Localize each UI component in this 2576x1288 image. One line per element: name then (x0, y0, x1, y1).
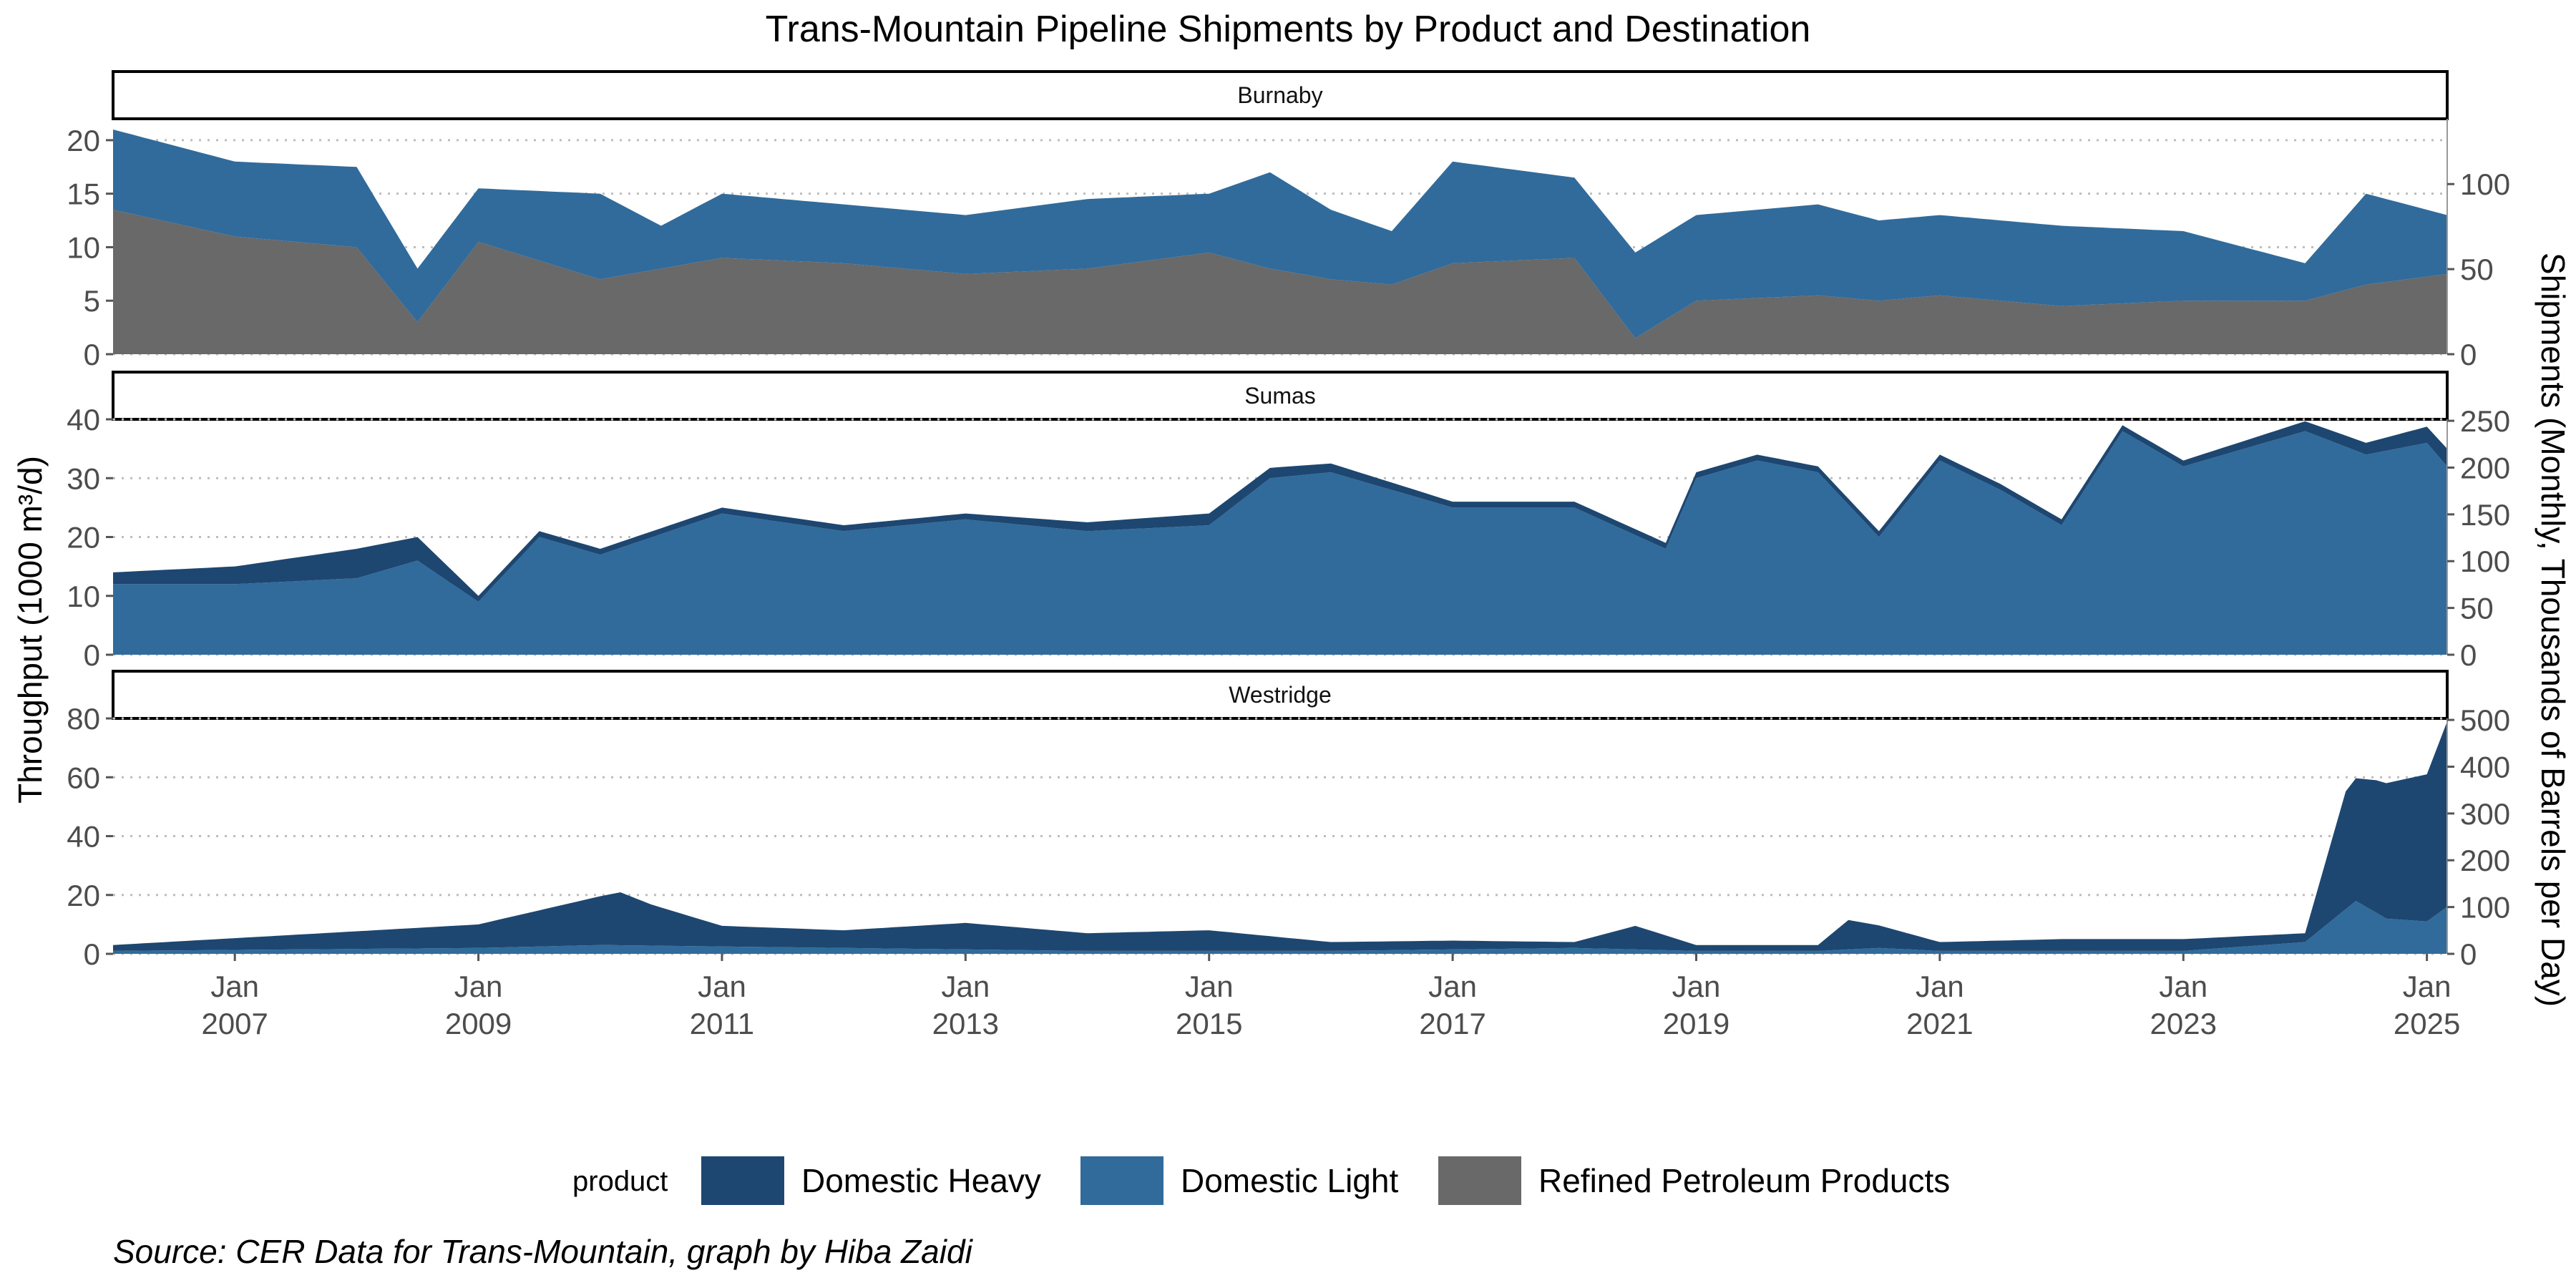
y2-tick-label: 100 (2460, 891, 2510, 924)
y-tick-label: 30 (67, 462, 100, 495)
panel-burnaby: Burnaby 0 5 10 15 20 0 50 100 (67, 70, 2510, 371)
y2-tick-label: 200 (2460, 844, 2510, 877)
facet-strip (112, 70, 2449, 120)
area-domestic-light (113, 130, 2447, 338)
y2-tick-label: 500 (2460, 703, 2510, 737)
panel-westridge: Westridge 0 20 40 60 80 0 100 200 300 400 500 (67, 670, 2510, 971)
legend-swatch (701, 1156, 784, 1205)
y-axis-label-right: Shipments (Monthly, Thousands of Barrels… (2534, 253, 2572, 1007)
x-tick-label-month: Jan (210, 970, 259, 1003)
caption: Source: CER Data for Trans-Mountain, gra… (113, 1233, 974, 1270)
x-tick-label-year: 2015 (1176, 1007, 1242, 1040)
y2-tick-label: 0 (2460, 937, 2477, 971)
y-tick-label: 40 (67, 403, 100, 436)
y-axis-label: Throughput (1000 m³/d) (11, 456, 49, 804)
y-tick-label: 5 (84, 284, 100, 318)
y-tick-label: 20 (67, 521, 100, 555)
y-tick-label: 80 (67, 702, 100, 736)
facet-strip (112, 670, 2449, 720)
y-tick-label: 10 (67, 230, 100, 264)
y2-tick-label: 200 (2460, 451, 2510, 484)
y-tick-label: 20 (67, 124, 100, 157)
facet-label: Westridge (1229, 682, 1331, 708)
facet-label: Burnaby (1237, 82, 1322, 108)
y-tick-label: 10 (67, 580, 100, 613)
area-refined-petroleum-products (113, 210, 2447, 354)
panel-sumas: Sumas 0 10 20 30 40 0 50 100 150 200 250 (67, 371, 2510, 672)
y2-tick-label: 0 (2460, 338, 2477, 371)
x-tick-label-year: 2007 (201, 1007, 268, 1040)
y2-tick-label: 150 (2460, 498, 2510, 532)
facet-strip (112, 371, 2449, 421)
legend-entry-label: Refined Petroleum Products (1538, 1162, 1950, 1199)
x-tick-label-year: 2023 (2150, 1007, 2217, 1040)
legend-entry-label: Domestic Light (1181, 1162, 1398, 1199)
x-axis: Jan 2007 Jan 2009 Jan 2011 Jan 2013 Jan 2015 Jan 20… (201, 954, 2460, 1040)
x-tick-label-month: Jan (2403, 970, 2451, 1003)
chart-title: Trans-Mountain Pipeline Shipments by Pro… (766, 9, 1811, 50)
y-tick-label: 60 (67, 761, 100, 794)
facet-label: Sumas (1244, 383, 1316, 409)
y2-tick-label: 50 (2460, 592, 2494, 625)
x-tick-label-month: Jan (2159, 970, 2207, 1003)
y2-tick-label: 100 (2460, 167, 2510, 201)
x-tick-label-month: Jan (1428, 970, 1477, 1003)
y2-tick-label: 300 (2460, 797, 2510, 831)
x-tick-label-month: Jan (1672, 970, 1721, 1003)
y2-tick-label: 100 (2460, 545, 2510, 578)
x-tick-label-year: 2011 (690, 1007, 754, 1040)
y-tick-label: 0 (84, 338, 100, 371)
y-tick-label: 15 (67, 177, 100, 211)
x-tick-label-year: 2017 (1419, 1007, 1485, 1040)
legend-swatch (1080, 1156, 1163, 1205)
y-tick-label: 0 (84, 638, 100, 672)
x-tick-label-month: Jan (1916, 970, 1964, 1003)
legend-swatch (1438, 1156, 1521, 1205)
y2-tick-label: 0 (2460, 638, 2477, 672)
legend-entry-label: Domestic Heavy (801, 1162, 1041, 1199)
x-tick-label-month: Jan (454, 970, 503, 1003)
x-tick-label-year: 2013 (932, 1007, 999, 1040)
y-tick-label: 0 (84, 937, 100, 971)
legend: product Domestic Heavy Domestic Light Refin… (572, 1156, 1950, 1205)
legend-title: product (572, 1166, 668, 1197)
x-tick-label-year: 2009 (445, 1007, 512, 1040)
area-domestic-light (113, 431, 2447, 655)
y2-tick-label: 50 (2460, 253, 2494, 286)
y-tick-label: 40 (67, 820, 100, 854)
x-tick-label-month: Jan (941, 970, 990, 1003)
x-tick-label-year: 2019 (1663, 1007, 1729, 1040)
y-tick-label: 20 (67, 879, 100, 912)
y2-tick-label: 400 (2460, 750, 2510, 784)
x-tick-label-month: Jan (698, 970, 746, 1003)
x-tick-label-year: 2021 (1906, 1007, 1973, 1040)
y2-tick-label: 250 (2460, 404, 2510, 438)
chart-panels: Burnaby05101520050100Sumas01020304005010… (67, 70, 2510, 971)
x-tick-label-month: Jan (1185, 970, 1234, 1003)
x-tick-label-year: 2025 (2394, 1007, 2460, 1040)
